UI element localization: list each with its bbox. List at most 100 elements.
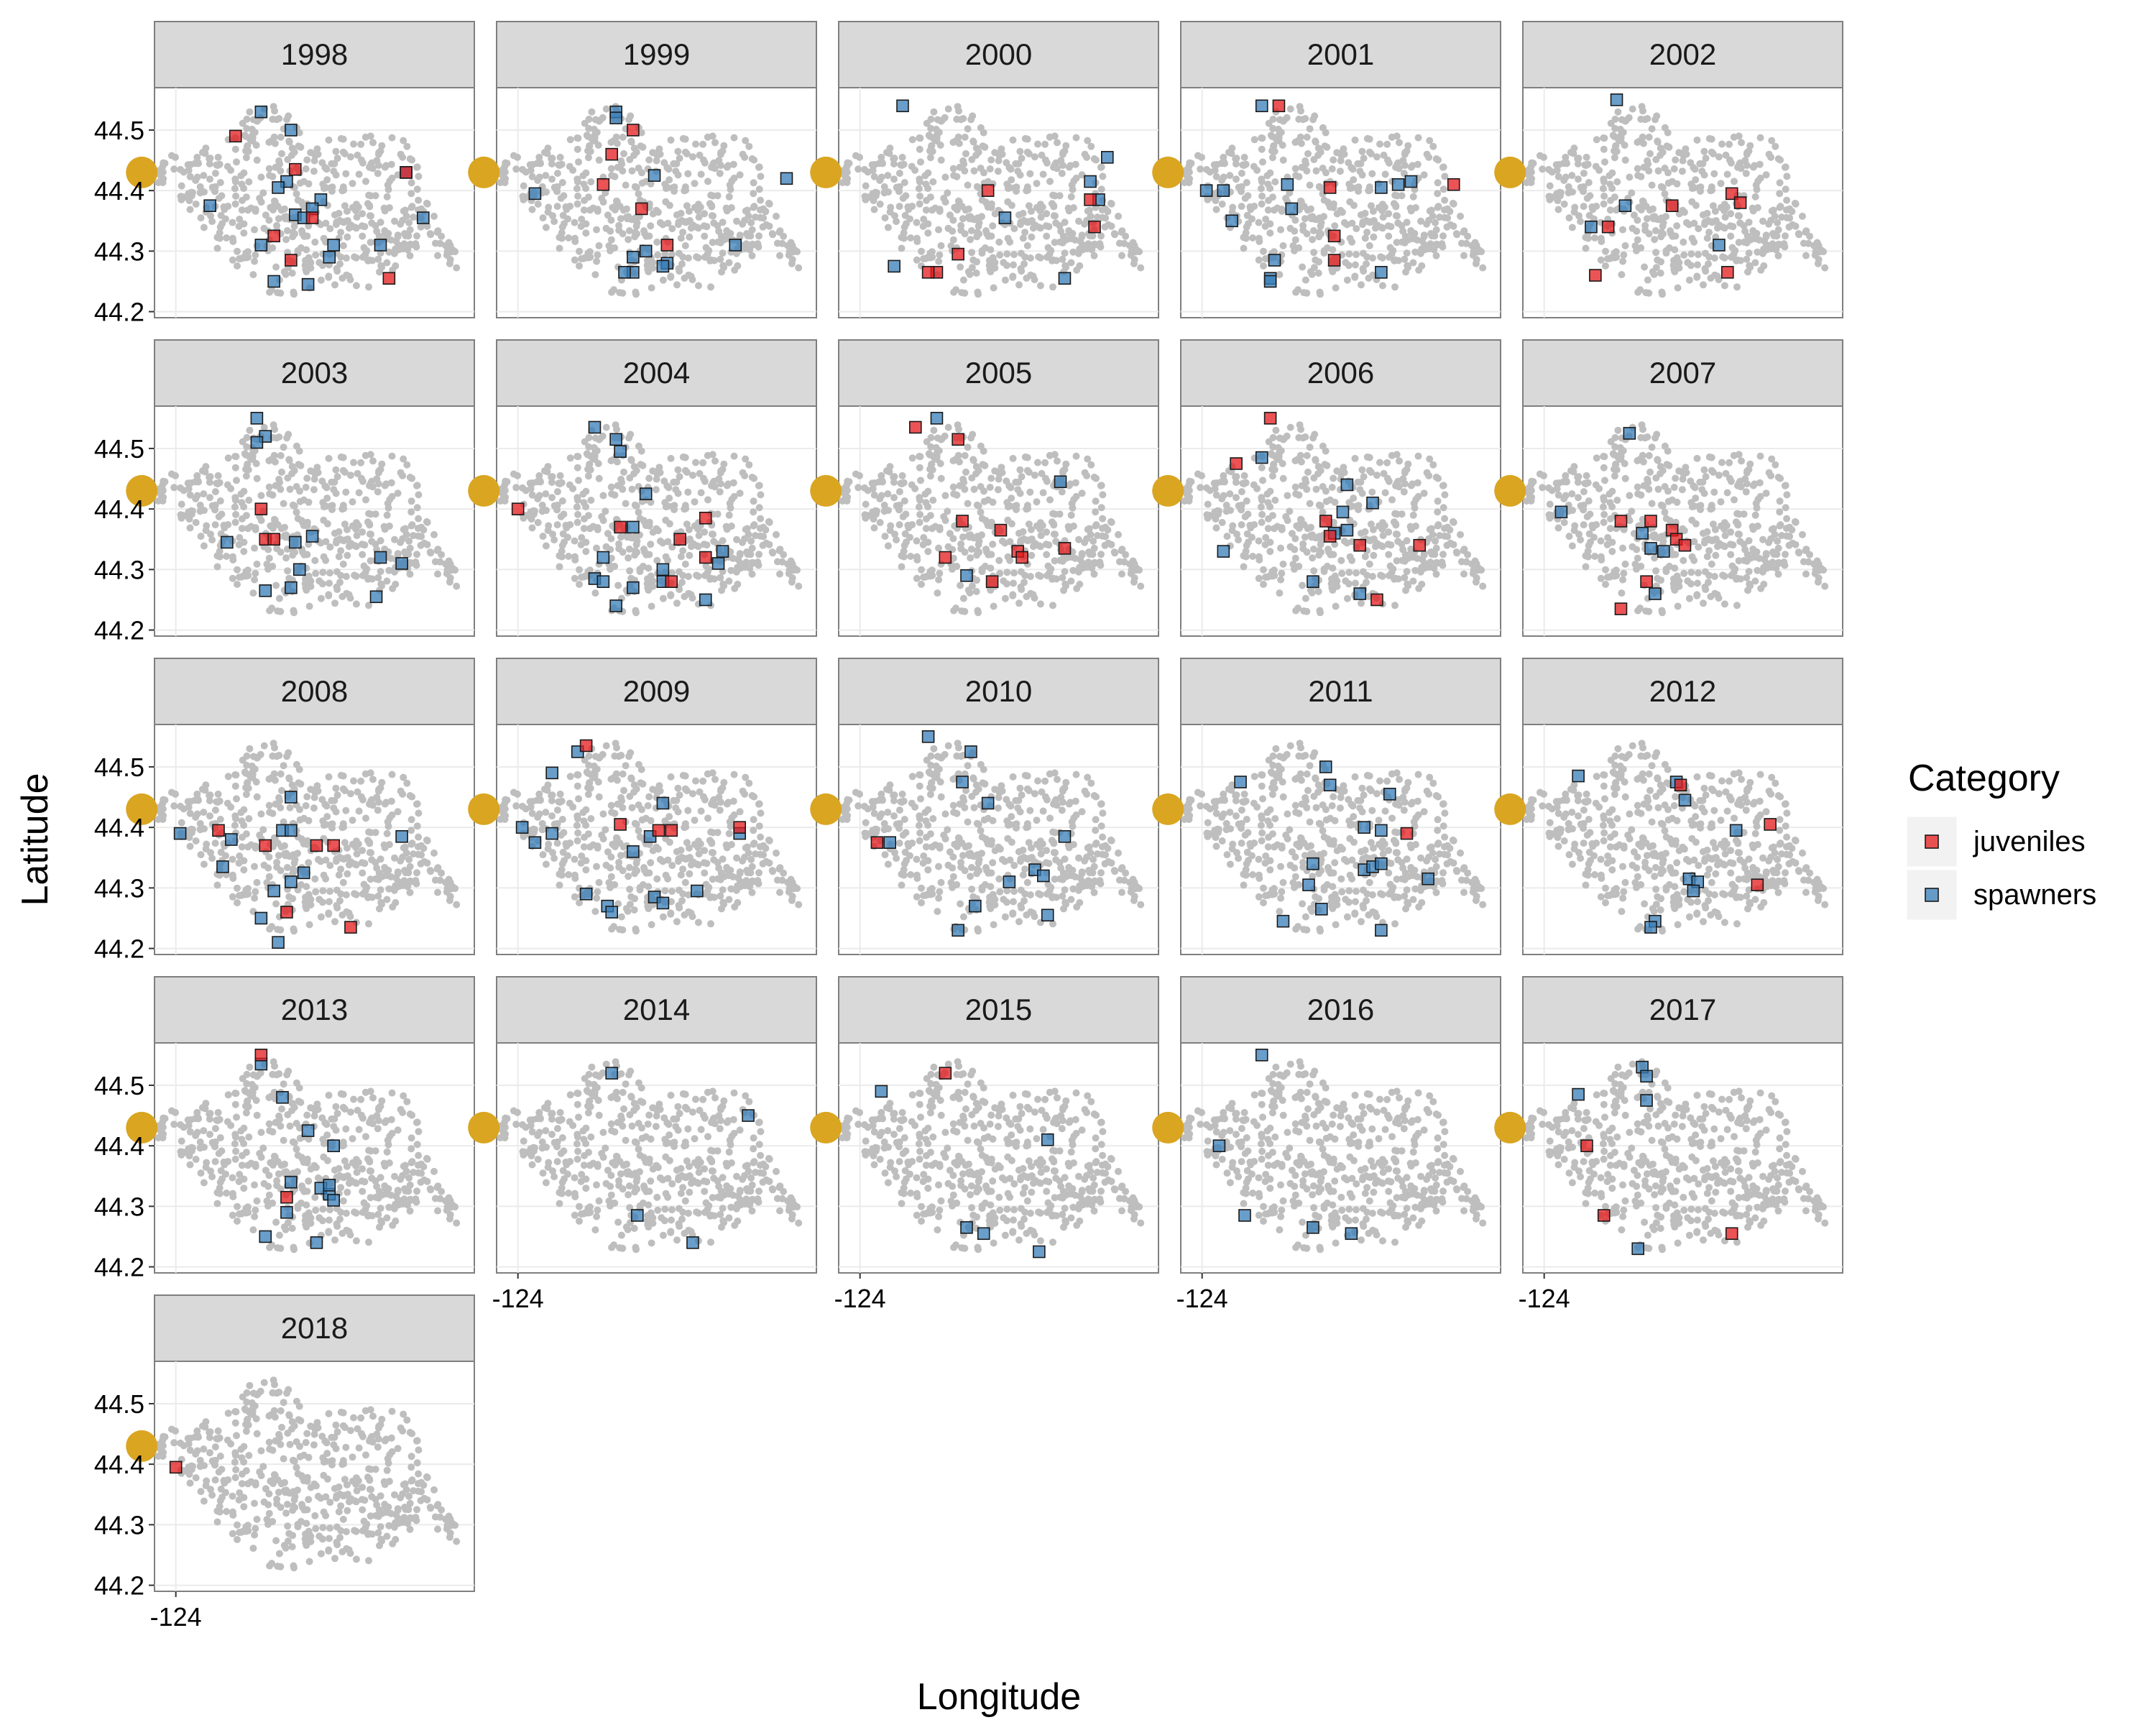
panel-area (1522, 87, 1843, 318)
juveniles-point (956, 515, 969, 528)
juveniles-point (985, 575, 999, 589)
spawners-point (173, 827, 187, 840)
juveniles-point (1764, 818, 1777, 831)
juveniles-point (952, 247, 964, 261)
juveniles-point (1721, 266, 1734, 279)
spawners-point (656, 896, 670, 910)
spawners-point (656, 259, 670, 273)
y-tick-label: 44.3 (94, 236, 144, 266)
facet-label: 2002 (1649, 37, 1716, 71)
facet-panel-2015: 2015 -124 (810, 976, 1159, 1313)
juveniles-point (1580, 1139, 1593, 1152)
panel-area (1180, 1042, 1501, 1274)
spawners-point (875, 1085, 888, 1098)
spawners-point (323, 1179, 336, 1192)
facet-panel-1998: 1998 44.2 44.3 44.4 44.5 (94, 21, 475, 327)
facet-strip (154, 339, 475, 407)
spawners-point (1003, 875, 1016, 888)
spawners-point (627, 581, 640, 594)
spawners-point (952, 924, 964, 937)
facet-strip (838, 339, 1159, 407)
y-tick-label: 44.2 (94, 616, 144, 645)
facet-panel-2008: 2008 44.2 44.3 44.4 44.5 (94, 658, 475, 964)
spawners-point (1212, 1139, 1226, 1152)
spawners-point (216, 860, 229, 873)
spawners-point (221, 535, 234, 549)
legend-item-juveniles: juveniles (1904, 814, 2086, 869)
juveniles-point (1263, 412, 1277, 425)
spawners-point (395, 829, 408, 843)
spawners-point (1101, 151, 1114, 164)
spawners-point (374, 239, 387, 252)
spawners-point (956, 776, 969, 788)
spawners-point (1307, 575, 1319, 589)
spawners-point (1375, 924, 1388, 937)
spawners-point (888, 259, 900, 273)
facet-strip (1522, 339, 1843, 407)
facet-panels: 1998 44.2 44.3 44.4 44.5 1999 2000 2001 2002 2003… (94, 21, 1843, 1632)
spawners-point (369, 590, 383, 604)
facet-strip (838, 976, 1159, 1044)
juveniles-point (305, 211, 319, 224)
spawners-point (1358, 821, 1370, 834)
spawners-point (1285, 202, 1299, 216)
spawners-point (1255, 1049, 1268, 1062)
juveniles-point (1413, 538, 1427, 552)
facet-panel-2016: 2016 -124 (1152, 976, 1501, 1313)
spawners-point (280, 1205, 293, 1219)
spawners-point (310, 1236, 323, 1249)
spawners-point (528, 187, 542, 201)
juveniles-point (267, 533, 280, 546)
juveniles-point (1323, 530, 1337, 543)
spawners-point (285, 1175, 298, 1189)
spawners-point (1375, 824, 1388, 837)
facet-panel-2017: 2017 -124 (1494, 976, 1843, 1313)
juveniles-point (288, 162, 302, 176)
y-tick-label: 44.3 (94, 1510, 144, 1540)
juveniles-point (1370, 593, 1383, 607)
spawners-point (1353, 587, 1366, 600)
spawners-point (545, 766, 558, 780)
spawners-point (288, 535, 302, 549)
facet-panel-2005: 2005 (810, 339, 1159, 637)
spawners-point (1041, 1133, 1054, 1146)
spawners-point (1323, 778, 1337, 792)
spawners-point (285, 124, 298, 137)
spawners-point (630, 1209, 644, 1222)
spawners-point (921, 730, 935, 743)
y-tick-label: 44.5 (94, 434, 144, 464)
juveniles-point (1230, 457, 1243, 470)
facet-label: 2004 (623, 356, 690, 390)
facet-label: 2015 (965, 993, 1032, 1026)
juveniles-point (994, 523, 1008, 537)
juveniles-point (1015, 551, 1028, 564)
spawners-point (1336, 505, 1350, 519)
facet-strip (838, 658, 1159, 725)
spawners-point (639, 244, 653, 258)
juveniles-point (699, 511, 712, 525)
facet-panel-2002: 2002 (1494, 21, 1843, 318)
spawners-point (250, 412, 264, 425)
spawners-point (1255, 99, 1268, 113)
spawners-point (1217, 184, 1230, 197)
spawners-point (1687, 884, 1700, 898)
juveniles-point (1674, 778, 1687, 792)
spawners-point (267, 884, 280, 898)
spawners-point (964, 745, 977, 758)
spawners-point (977, 1227, 990, 1241)
spawners-point (609, 111, 622, 124)
spawners-point (276, 1090, 289, 1104)
spawners-point (579, 887, 593, 901)
spawners-point (614, 445, 627, 458)
y-axis-title: Latitude (14, 773, 56, 906)
spawners-point (1640, 1070, 1653, 1083)
panel-area (154, 1042, 475, 1274)
spawners-point (711, 557, 725, 570)
spawners-point (327, 1139, 341, 1152)
juveniles-point (1323, 181, 1337, 194)
spawners-point (686, 1236, 699, 1249)
juveniles-point (981, 184, 995, 197)
spawners-point (627, 250, 640, 264)
y-tick-label: 44.4 (94, 1131, 144, 1161)
spawners-point (1640, 1094, 1653, 1107)
